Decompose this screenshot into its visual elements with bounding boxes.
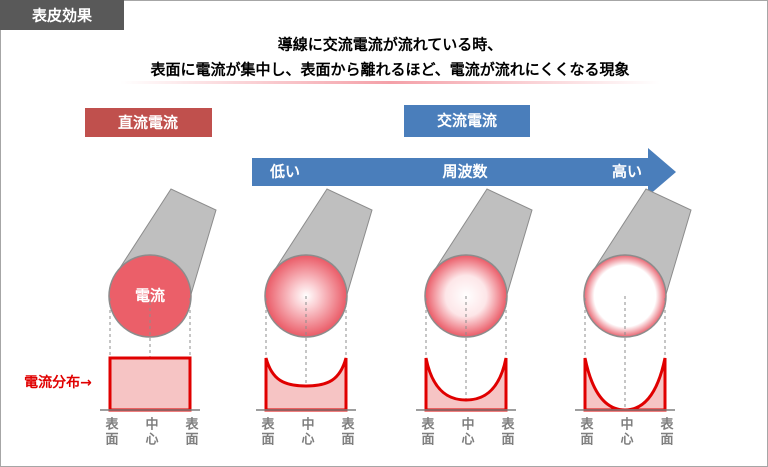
dc-box (85, 108, 212, 137)
freq-label: 周波数 (442, 163, 488, 181)
panel-label: 表面 (183, 416, 200, 447)
panel-label: 中心 (143, 416, 159, 447)
panel-label: 表面 (578, 416, 595, 447)
dc-label: 直流電流 (118, 114, 178, 132)
panel-label: 表面 (259, 416, 276, 447)
title-line1: 導線に交流電流が流れている時、 (278, 36, 503, 54)
panel-label: 中心 (299, 416, 315, 447)
panel-label: 中心 (618, 416, 634, 447)
title-line2: 表面に電流が集中し、表面から離れるほど、電流が流れにくくなる現象 (151, 61, 630, 79)
tag: 表皮効果 (32, 7, 93, 25)
distribution (583, 357, 667, 412)
panel-label: 中心 (459, 416, 475, 447)
distribution (264, 357, 348, 412)
panel-label: 表面 (419, 416, 436, 447)
distribution (108, 356, 192, 412)
ac-box (404, 105, 530, 137)
freq-low: 低い (269, 163, 300, 181)
panel-label: 表面 (499, 416, 516, 447)
panel-label: 表面 (339, 416, 356, 447)
panel-label: 表面 (658, 416, 675, 447)
tag-bg (0, 0, 124, 30)
frequency-arrow (252, 148, 676, 196)
circle-label: 電流 (135, 287, 165, 305)
ac-label: 交流電流 (437, 112, 497, 130)
distribution-label: 電流分布→ (24, 374, 92, 391)
distribution (424, 357, 508, 412)
freq-high: 高い (612, 163, 642, 181)
panel-label: 表面 (103, 416, 120, 447)
title-underline (120, 81, 660, 84)
